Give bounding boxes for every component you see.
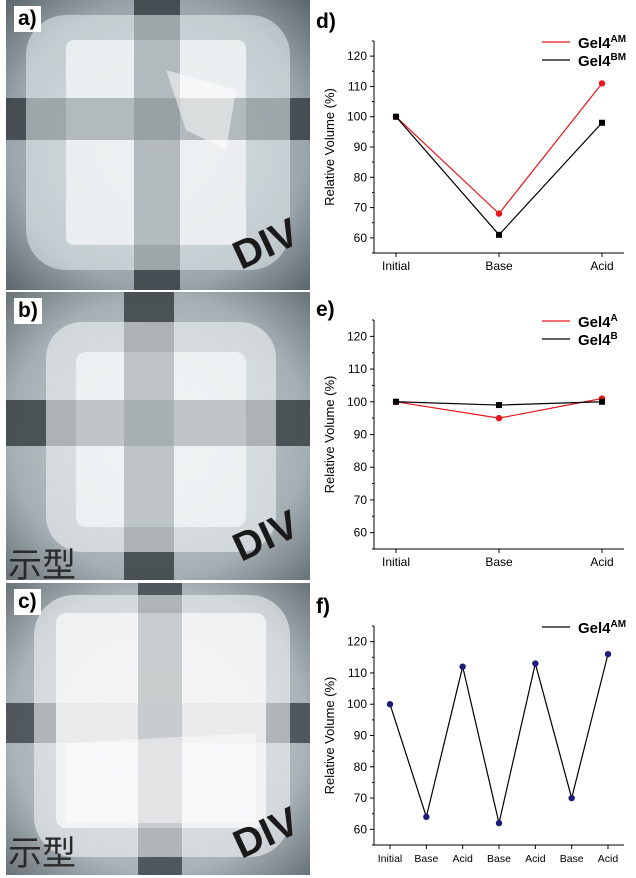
- data-point: [599, 119, 605, 126]
- legend-label-superscript: B: [611, 331, 618, 342]
- photo-a-image: DIV: [6, 0, 310, 290]
- chart-e-svg: 60 70 80 90 100 110 120 Initial Base Acid Relative…: [322, 313, 624, 569]
- y-tick-label: 100: [347, 110, 367, 124]
- y-tick-label: 70: [354, 493, 368, 507]
- x-tick-label: Initial: [378, 853, 403, 865]
- legend-label: Gel4BM: [578, 52, 626, 70]
- chart-panel-e: e) 60 70 80 90 100 110 120 Initial Base Acid Relat…: [316, 292, 636, 580]
- y-tick-label: 80: [354, 760, 368, 774]
- x-tick-label: Acid: [525, 853, 546, 865]
- data-point: [459, 663, 466, 670]
- y-tick-label: 80: [354, 460, 368, 474]
- chart-panel-f: f) 60 70 80 90 100 110 120 Initial Base Acid Base A…: [316, 583, 636, 875]
- data-point: [496, 231, 502, 238]
- y-tick-label: 110: [348, 362, 367, 376]
- y-axis-label: Relative Volume (%): [322, 376, 337, 494]
- data-point: [598, 80, 606, 87]
- y-tick-label: 120: [347, 49, 367, 63]
- x-tick-label: Base: [560, 853, 584, 865]
- y-tick-label: 90: [354, 428, 368, 442]
- y-tick-label: 70: [354, 791, 368, 805]
- y-tick-label: 100: [347, 395, 367, 409]
- panel-label-f: f): [316, 595, 330, 618]
- panel-label-b: b): [14, 298, 42, 324]
- photo-c-print-text-cn: 示型: [8, 835, 76, 873]
- photo-panel-b: DIV 示型 b): [6, 292, 310, 580]
- y-tick-label: 60: [354, 526, 368, 540]
- y-axis-label: Relative Volume (%): [322, 88, 337, 206]
- data-point: [423, 813, 430, 821]
- y-tick-label: 60: [354, 822, 368, 836]
- y-tick-label: 70: [354, 201, 368, 215]
- data-point: [386, 701, 394, 708]
- panel-label-a: a): [14, 6, 41, 32]
- x-tick-label: Base: [487, 853, 511, 865]
- legend-label-superscript: BM: [611, 52, 627, 63]
- x-tick-label: Acid: [590, 555, 613, 569]
- y-tick-label: 110: [348, 79, 367, 93]
- y-tick-label: 90: [354, 729, 368, 743]
- chart-f-svg: 60 70 80 90 100 110 120 Initial Base Acid Base Acid…: [322, 619, 626, 865]
- legend-label: Gel4AM: [578, 34, 626, 52]
- y-tick-label: 80: [354, 170, 368, 184]
- x-tick-label: Base: [414, 853, 438, 865]
- y-tick-label: 60: [354, 231, 368, 245]
- data-point: [393, 113, 399, 120]
- legend-label: Gel4A: [578, 313, 618, 331]
- chart-d-svg: 60 70 80 90 100 110 120 Initial Base Acid Relative…: [322, 34, 626, 273]
- data-point: [495, 210, 503, 217]
- data-point: [495, 414, 503, 422]
- data-point: [599, 398, 605, 405]
- chart-panel-d: d) 60 70 80 90 100 110 120 Initial Base Acid Relat…: [316, 0, 636, 290]
- legend-label: Gel4B: [578, 331, 618, 349]
- y-tick-label: 110: [348, 666, 367, 680]
- legend-label-superscript: AM: [611, 619, 627, 630]
- series-line: [395, 116, 603, 236]
- legend-label-superscript: AM: [611, 34, 627, 45]
- legend-label-superscript: A: [611, 313, 618, 324]
- x-tick-label: Acid: [452, 853, 473, 865]
- photo-b-print-text-cn: 示型: [8, 547, 76, 580]
- legend-label: Gel4AM: [578, 619, 626, 637]
- x-tick-label: Base: [485, 259, 513, 273]
- x-tick-label: Acid: [598, 853, 619, 865]
- x-tick-label: Acid: [590, 259, 613, 273]
- panel-label-d: d): [316, 10, 336, 33]
- panel-label-e: e): [316, 298, 335, 321]
- data-point: [568, 794, 575, 802]
- photo-panel-a: DIV a): [6, 0, 310, 290]
- y-tick-label: 120: [347, 635, 367, 649]
- y-tick-label: 90: [354, 140, 368, 154]
- data-point: [393, 398, 399, 405]
- photo-b-image: DIV 示型: [6, 292, 310, 580]
- photo-c-image: DIV 示型: [6, 583, 310, 875]
- data-point: [496, 402, 502, 409]
- x-tick-label: Initial: [382, 259, 410, 273]
- data-point: [532, 660, 539, 667]
- y-tick-label: 100: [347, 697, 367, 711]
- series-line: [395, 83, 603, 215]
- photo-panel-c: DIV 示型 c): [6, 583, 310, 875]
- data-point: [604, 650, 612, 658]
- y-tick-label: 120: [347, 329, 367, 343]
- x-tick-label: Base: [485, 555, 513, 569]
- x-tick-label: Initial: [382, 555, 410, 569]
- data-point: [495, 819, 503, 827]
- panel-label-c: c): [14, 589, 41, 615]
- series-line: [389, 654, 609, 824]
- y-axis-label: Relative Volume (%): [322, 677, 337, 795]
